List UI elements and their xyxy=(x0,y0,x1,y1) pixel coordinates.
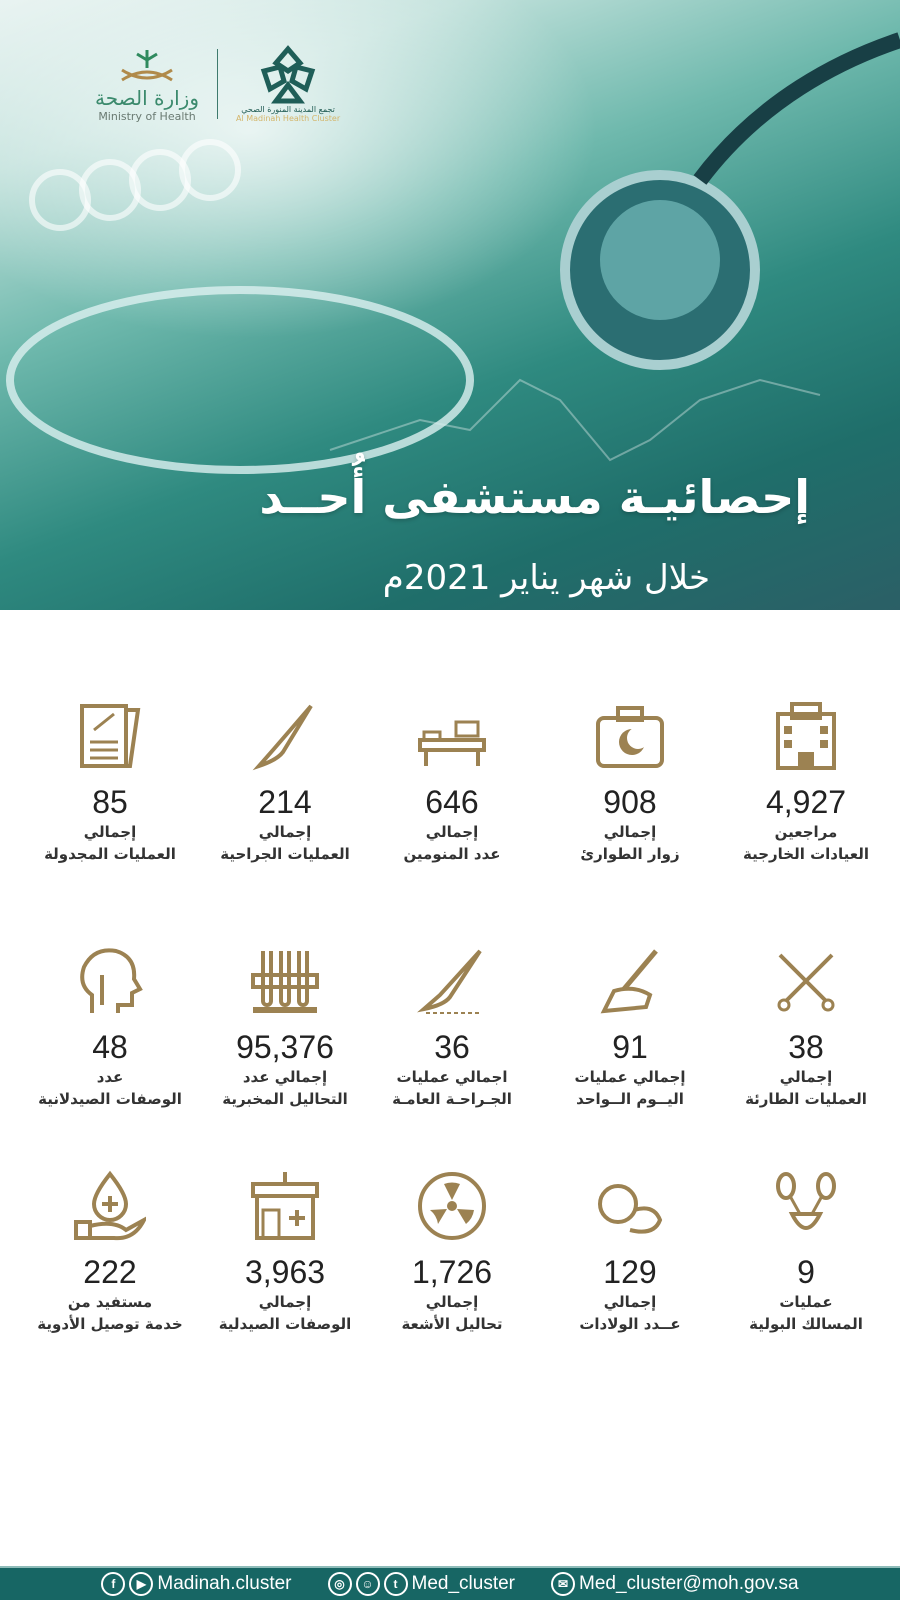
stat-value: 9 xyxy=(797,1254,815,1290)
email-icon[interactable]: ✉ xyxy=(551,1572,576,1596)
stat-item: 48 عدد الوصفات الصيدلانية xyxy=(20,945,200,1110)
stat-item: 1,726 إجمالي تحاليل الأشعة xyxy=(362,1170,542,1335)
stat-label-line2: عــدد الولادات xyxy=(579,1315,681,1333)
stat-value: 91 xyxy=(612,1029,648,1065)
footer-bar: f ▶ Madinah.cluster ◎ ☺ t Med_cluster ✉ … xyxy=(0,1566,900,1600)
stat-value: 4,927 xyxy=(765,784,847,820)
logo-divider xyxy=(217,49,218,119)
stat-value: 222 xyxy=(83,1254,137,1290)
scalpel-icon xyxy=(252,704,313,771)
stat-value: 646 xyxy=(425,784,479,820)
stat-label-line1: إجمالي xyxy=(258,823,312,841)
stat-item: 85 إجمالي العمليات المجدولة xyxy=(20,700,200,865)
stat-label-line1: مستفيد من xyxy=(67,1293,153,1311)
stat-item: 38 إجمالي العمليات الطارئة xyxy=(716,945,896,1110)
stat-item: 129 إجمالي عــدد الولادات xyxy=(540,1170,720,1335)
footer-email[interactable]: ✉ Med_cluster@moh.gov.sa xyxy=(551,1572,799,1596)
scalpel-cut-icon xyxy=(417,949,482,1014)
stat-label-line2: اليــوم الــواحد xyxy=(576,1090,684,1108)
stat-label-line1: إجمالي xyxy=(603,823,657,841)
stat-item: 3,963 إجمالي الوصفات الصيدلية xyxy=(195,1170,375,1335)
stat-label-line2: العمليات الجراحية xyxy=(220,845,350,863)
stat-label-line2: زوار الطوارئ xyxy=(580,845,680,863)
stat-item: 646 إجمالي عدد المنومين xyxy=(362,700,542,865)
stat-label-line1: إجمالي xyxy=(425,823,479,841)
stat-item: 4,927 مراجعين العيادات الخارجية xyxy=(716,700,896,865)
stat-label-line2: التحاليل المخبرية xyxy=(222,1090,348,1108)
stat-item: 9 عمليات المسالك البولية xyxy=(716,1170,896,1335)
cluster-flower-icon xyxy=(260,45,316,104)
cluster-logo: تجمع المدينة المنورة الصحي Al Madinah He… xyxy=(236,45,340,123)
instagram-icon[interactable]: ◎ xyxy=(327,1572,352,1596)
stat-label-line1: إجمالي عدد xyxy=(242,1068,328,1086)
stat-value: 36 xyxy=(434,1029,470,1065)
stat-label-line1: عدد xyxy=(96,1068,124,1086)
stat-item: 222 مستفيد من خدمة توصيل الأدوية xyxy=(20,1170,200,1335)
stat-value: 48 xyxy=(92,1029,128,1065)
stat-label-line1: اجمالي عمليات xyxy=(396,1068,508,1086)
stat-value: 85 xyxy=(92,784,128,820)
stat-value: 214 xyxy=(258,784,312,820)
palm-swords-icon xyxy=(121,49,173,81)
stat-item: 91 إجمالي عمليات اليــوم الــواحد xyxy=(540,945,720,1110)
stat-label-line2: الجـراحـة العامـة xyxy=(392,1090,512,1108)
snapchat-icon[interactable]: ☺ xyxy=(355,1572,380,1596)
hand-scalpel-icon xyxy=(600,949,658,1014)
stat-label-line1: مراجعين xyxy=(774,823,838,841)
stat-label-line2: تحاليل الأشعة xyxy=(401,1315,503,1333)
stat-item: 36 اجمالي عمليات الجـراحـة العامـة xyxy=(362,945,542,1110)
stat-label-line2: خدمة توصيل الأدوية xyxy=(37,1315,183,1333)
test-tubes-icon xyxy=(251,951,319,1013)
stat-label-line2: عدد المنومين xyxy=(403,845,501,863)
stat-item: 95,376 إجمالي عدد التحاليل المخبرية xyxy=(195,945,375,1110)
stat-label-line2: العمليات الطارئة xyxy=(745,1090,867,1108)
page-subtitle: خلال شهر يناير 2021م xyxy=(382,558,710,598)
stat-label-line1: إجمالي عمليات xyxy=(574,1068,686,1086)
facebook-icon[interactable]: f xyxy=(101,1572,126,1596)
page-title: إحصائيـة مستشفى أُحــد xyxy=(259,470,810,524)
hospital-bed-icon xyxy=(418,720,486,766)
stat-label-line1: إجمالي xyxy=(603,1293,657,1311)
stat-label-line1: إجمالي xyxy=(425,1293,479,1311)
stat-value: 38 xyxy=(788,1029,824,1065)
stat-value: 129 xyxy=(603,1254,657,1290)
stat-label-line1: إجمالي xyxy=(779,1068,833,1086)
stat-item: 214 إجمالي العمليات الجراحية xyxy=(195,700,375,865)
stat-value: 908 xyxy=(603,784,657,820)
medical-bag-icon xyxy=(596,706,664,768)
youtube-icon[interactable]: ▶ xyxy=(129,1572,154,1596)
stat-label-line1: عمليات xyxy=(779,1293,833,1311)
stat-label-line1: إجمالي xyxy=(258,1293,312,1311)
ministry-of-health-logo: وزارة الصحة Ministry of Health xyxy=(95,46,199,123)
stat-label-line2: الوصفات الصيدلانية xyxy=(38,1090,182,1108)
stat-item: 908 إجمالي زوار الطوارئ xyxy=(540,700,720,865)
hero-banner: وزارة الصحة Ministry of Health تجمع المد… xyxy=(0,0,900,610)
head-anatomy-icon xyxy=(80,948,143,1013)
stethoscope-graphic xyxy=(6,32,900,474)
radiation-icon xyxy=(418,1172,486,1240)
hospital-building-icon xyxy=(776,702,836,770)
hand-drop-icon xyxy=(74,1170,146,1241)
baby-icon xyxy=(598,1184,663,1234)
stat-value: 1,726 xyxy=(411,1254,493,1290)
footer-facebook-youtube[interactable]: f ▶ Madinah.cluster xyxy=(101,1572,292,1596)
footer-social[interactable]: ◎ ☺ t Med_cluster xyxy=(327,1572,515,1596)
pharmacy-store-icon xyxy=(251,1172,319,1240)
surgical-tools-icon xyxy=(777,953,835,1012)
stat-label-line2: الوصفات الصيدلية xyxy=(218,1315,352,1333)
stat-value: 95,376 xyxy=(236,1029,334,1065)
stat-label-line1: إجمالي xyxy=(83,823,137,841)
stat-value: 3,963 xyxy=(244,1254,326,1290)
stat-label-line2: العمليات المجدولة xyxy=(44,845,176,863)
urinary-system-icon xyxy=(776,1172,836,1230)
stat-label-line2: المسالك البولية xyxy=(749,1315,863,1333)
clipboard-checklist-icon xyxy=(80,704,141,768)
twitter-icon[interactable]: t xyxy=(383,1572,408,1596)
stat-label-line2: العيادات الخارجية xyxy=(742,845,869,863)
